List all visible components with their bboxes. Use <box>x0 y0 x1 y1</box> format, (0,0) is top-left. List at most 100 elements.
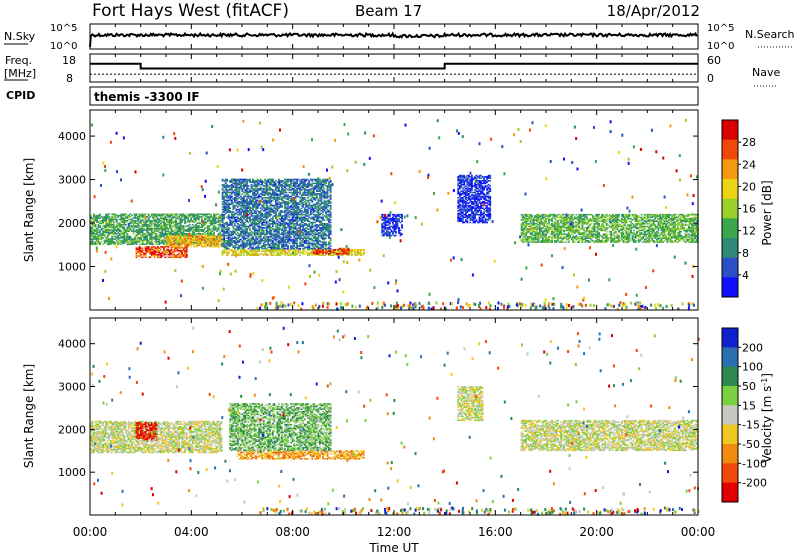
power-cell <box>129 235 132 238</box>
power-cell <box>312 225 315 228</box>
power-cell <box>121 220 124 222</box>
power-cell <box>320 210 323 212</box>
power-cell <box>94 229 97 231</box>
power-cell <box>126 240 129 243</box>
power-cell <box>115 233 118 235</box>
power-cell <box>158 239 161 242</box>
power-cell <box>93 218 95 221</box>
power-cell <box>320 195 323 198</box>
power-cell <box>214 220 217 222</box>
power-cell <box>91 238 94 240</box>
power-cell <box>138 247 141 249</box>
power-cell <box>153 240 156 243</box>
power-cell <box>114 233 117 235</box>
power-cell <box>150 252 153 255</box>
power-cell <box>100 238 103 240</box>
power-cell <box>205 222 208 225</box>
power-cell <box>138 229 141 231</box>
power-cell <box>193 225 196 227</box>
power-cell <box>117 231 120 234</box>
power-cell <box>236 206 239 208</box>
power-cell <box>108 230 111 232</box>
power-cell <box>121 214 124 217</box>
power-cell <box>106 240 109 243</box>
power-cell <box>135 239 138 242</box>
power-cell <box>167 218 170 221</box>
frequency-panel: Freq. [MHz] 18 8 60 0 Nave <box>4 53 780 87</box>
power-cell <box>135 235 138 238</box>
power-cell <box>164 243 167 246</box>
power-cell <box>97 239 100 242</box>
power-cell <box>152 216 155 218</box>
power-cell <box>105 222 108 225</box>
power-cell <box>170 220 173 222</box>
power-cell <box>99 226 101 229</box>
power-cell <box>99 243 101 246</box>
power-cell <box>135 248 138 251</box>
power-cell <box>213 226 215 229</box>
power-cell <box>99 220 101 222</box>
power-cell <box>114 227 117 230</box>
power-cell <box>144 220 147 222</box>
power-cell <box>297 211 300 213</box>
power-cell <box>155 214 158 217</box>
power-cell <box>305 237 308 239</box>
power-cell <box>201 226 203 229</box>
power-cell <box>140 227 143 230</box>
power-cell <box>358 249 361 251</box>
power-cell <box>125 213 127 216</box>
power-cell <box>90 227 92 230</box>
power-cell <box>115 221 118 223</box>
power-cell <box>229 219 232 221</box>
power-cell <box>193 226 196 229</box>
power-cell <box>297 245 300 247</box>
power-cell <box>214 229 217 231</box>
power-cell <box>91 230 94 232</box>
power-cell <box>128 227 130 230</box>
power-cell <box>181 226 184 229</box>
power-cell <box>147 239 150 242</box>
power-cell <box>120 243 123 246</box>
power-cell <box>150 227 153 230</box>
power-cell <box>213 214 215 217</box>
power-cell <box>172 226 174 229</box>
power-cell <box>143 213 146 216</box>
power-cell <box>137 239 139 242</box>
power-cell <box>290 198 292 200</box>
power-cell <box>196 217 199 219</box>
power-cell <box>129 218 132 221</box>
power-cell <box>244 219 247 221</box>
power-cell <box>102 231 105 234</box>
power-cell <box>93 233 95 235</box>
power-cell <box>121 226 124 229</box>
power-cell <box>197 227 200 230</box>
power-cell <box>163 240 165 243</box>
power-cell <box>297 220 300 222</box>
power-cell <box>134 225 136 227</box>
power-cell <box>115 240 118 243</box>
power-cell <box>138 239 141 242</box>
power-cell <box>274 228 277 230</box>
power-cell <box>163 238 165 240</box>
power-cell <box>135 214 138 217</box>
power-cell <box>94 240 97 243</box>
power-cell <box>167 220 170 222</box>
power-cell <box>96 229 98 231</box>
power-cell <box>282 215 285 217</box>
power-cell <box>90 217 92 219</box>
power-cell <box>274 246 277 249</box>
power-cell <box>350 249 353 251</box>
power-cell <box>143 235 146 238</box>
power-cell <box>97 223 100 226</box>
power-cell <box>106 222 109 225</box>
power-cell <box>159 229 162 231</box>
power-cell <box>178 214 181 217</box>
power-cell <box>163 242 165 244</box>
power-cell <box>102 216 105 218</box>
power-cell <box>193 217 196 219</box>
power-cell <box>129 227 132 230</box>
power-cell <box>178 225 181 227</box>
power-cell <box>120 218 123 221</box>
power-cell <box>457 182 460 185</box>
power-cell <box>220 227 223 230</box>
